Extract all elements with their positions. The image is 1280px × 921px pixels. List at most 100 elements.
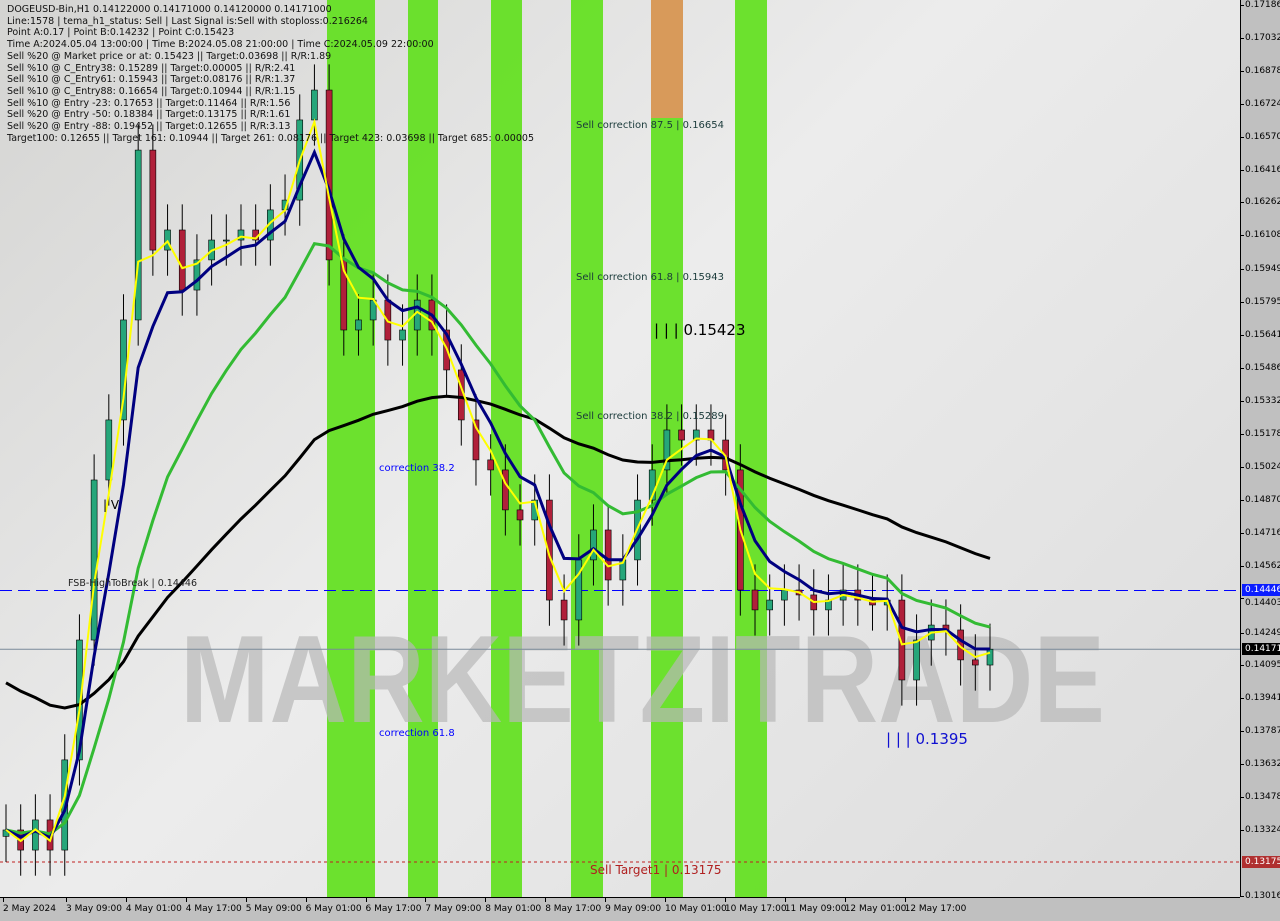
info-line: Sell %20 @ Entry -88: 0.19452 || Target:… xyxy=(7,121,291,133)
price-tick-label: 0.16878 xyxy=(1239,66,1280,76)
time-tick-label: 10 May 01:00 xyxy=(665,898,727,914)
candle-body xyxy=(751,589,759,611)
price-tick-label: 0.15024 xyxy=(1239,462,1280,472)
candle-body xyxy=(972,659,979,666)
price-tick-label: 0.17186 xyxy=(1239,0,1280,10)
price-tick-label: 0.13632 xyxy=(1239,759,1280,769)
candle-body xyxy=(222,239,230,242)
price-tick-label: 0.13941 xyxy=(1239,693,1280,703)
info-line: Target100: 0.12655 || Target 161: 0.1094… xyxy=(7,132,534,144)
price-tick-label: 0.14716 xyxy=(1239,528,1280,538)
price-axis[interactable]: 0.17186 0.17032 0.16878 0.16724 0.16570 0.164… xyxy=(1239,0,1280,901)
candle-body xyxy=(325,89,333,261)
chart-plot-area[interactable]: MARKETZITRADE DOGEUSD-Bin,H1 0.14122000 … xyxy=(0,0,1240,897)
candle-body xyxy=(76,639,83,761)
candle-body xyxy=(237,229,245,241)
candle-body xyxy=(355,319,362,331)
info-line: Sell %10 @ C_Entry88: 0.16654 || Target:… xyxy=(7,85,296,97)
price-tick-label: 0.14249 xyxy=(1239,628,1280,638)
candle-body xyxy=(678,429,685,441)
time-tick-label: 2 May 2024 xyxy=(3,898,56,914)
price-tick-label: 0.13478 xyxy=(1239,792,1280,802)
candle-body xyxy=(90,479,98,641)
time-zone-band-top xyxy=(651,0,683,118)
fsb-label: FSB-HighToBreak | 0.14446 xyxy=(68,578,198,589)
correction-618-label: correction 61.8 xyxy=(379,728,455,739)
price-tick-label: 0.15486 xyxy=(1239,363,1280,373)
time-tick-label: 8 May 17:00 xyxy=(545,898,602,914)
ma-long-line xyxy=(5,394,991,710)
sell-target-price-badge: 0.13175 xyxy=(1242,856,1280,869)
candle-body xyxy=(692,429,700,441)
correction-382-label: correction 38.2 xyxy=(379,463,455,474)
time-zone-band xyxy=(491,0,522,897)
candle-body xyxy=(560,599,568,621)
price-tick-label: 0.14562 xyxy=(1239,561,1280,571)
ma-slow-line xyxy=(5,241,991,836)
candle-body xyxy=(32,819,39,851)
info-line: Sell %10 @ C_Entry61: 0.15943 || Target:… xyxy=(7,74,296,86)
candle-body xyxy=(399,329,406,341)
price-tick-label: 0.15332 xyxy=(1239,396,1280,406)
ma-fast-line xyxy=(5,118,991,843)
time-tick-label: 3 May 09:00 xyxy=(66,898,122,914)
time-zone-band xyxy=(735,0,767,897)
candle-body xyxy=(472,419,480,461)
candle-body xyxy=(546,499,553,601)
price-tick-label: 0.15178 xyxy=(1239,429,1280,439)
time-tick-label: 4 May 17:00 xyxy=(185,898,242,914)
current-price-badge: 0.14171 xyxy=(1242,643,1280,656)
indicator-info-panel: DOGEUSD-Bin,H1 0.14122000 0.14171000 0.1… xyxy=(7,4,534,144)
symbol-ohlc: DOGEUSD-Bin,H1 0.14122000 0.14171000 0.1… xyxy=(7,4,332,15)
price-tick-label: 0.14870 xyxy=(1239,495,1280,505)
price-tick-label: 0.16570 xyxy=(1239,132,1280,142)
candle-body xyxy=(134,149,142,321)
time-tick-label: 6 May 17:00 xyxy=(365,898,422,914)
info-line: Sell %10 @ Entry -23: 0.17653 || Target:… xyxy=(7,97,291,109)
price-tick-label: 0.15949 xyxy=(1239,264,1280,274)
price-chart: MARKETZITRADE xyxy=(0,0,1240,897)
candle-body xyxy=(487,459,494,471)
price-tick-label: 0.16262 xyxy=(1239,197,1280,207)
fsb-price-badge: 0.14446 xyxy=(1242,584,1280,597)
candle-body xyxy=(648,469,656,501)
price-tick-label: 0.17032 xyxy=(1239,33,1280,43)
candle-body xyxy=(516,509,524,521)
sell-correction-875-label: Sell correction 87.5 | 0.16654 xyxy=(576,120,725,131)
candle-body xyxy=(898,599,906,681)
info-line: Sell %10 @ C_Entry38: 0.15289 || Target:… xyxy=(7,62,296,74)
candle-body xyxy=(105,419,113,481)
candle-body xyxy=(604,529,612,581)
price-tick-label: 0.13324 xyxy=(1239,825,1280,835)
time-tick-label: 12 May 01:00 xyxy=(844,898,907,914)
candle-body xyxy=(178,229,186,291)
time-tick-label: 9 May 09:00 xyxy=(605,898,662,914)
price-tick-label: 0.16724 xyxy=(1239,99,1280,109)
time-zone-band xyxy=(571,0,603,897)
info-line: Time A:2024.05.04 13:00:00 | Time B:2024… xyxy=(7,39,434,51)
wave-iv-label: | V xyxy=(103,498,120,512)
info-line: Point A:0.17 | Point B:0.14232 | Point C… xyxy=(7,27,235,39)
price-tick-label: 0.15641 xyxy=(1239,330,1280,340)
price-tick-label: 0.15795 xyxy=(1239,297,1280,307)
time-tick-label: 11 May 09:00 xyxy=(784,898,847,914)
info-line: Sell %20 @ Entry -50: 0.18384 || Target:… xyxy=(7,109,291,121)
candle-body xyxy=(781,589,788,601)
price-tick-label: 0.13016 xyxy=(1239,891,1280,901)
candle-body xyxy=(590,529,597,561)
candle-body xyxy=(986,648,994,666)
candle-body xyxy=(502,469,509,511)
time-axis[interactable]: 2 May 2024 3 May 09:00 4 May 01:00 4 May 17… xyxy=(0,897,1240,921)
time-zone-band xyxy=(327,0,375,897)
sell-target1-label: Sell Target1 | 0.13175 xyxy=(590,863,722,877)
watermark: MARKETZITRADE xyxy=(180,611,1105,749)
time-zone-band xyxy=(408,0,438,897)
candle-body xyxy=(193,259,201,291)
price-tick-label: 0.16416 xyxy=(1239,165,1280,175)
time-tick-label: 7 May 09:00 xyxy=(425,898,482,914)
time-tick-label: 6 May 01:00 xyxy=(305,898,362,914)
sell-correction-382-label: Sell correction 38.2 | 0.15289 xyxy=(576,411,725,422)
price-tick-label: 0.13787 xyxy=(1239,726,1280,736)
info-line: Sell %20 @ Market price or at: 0.15423 |… xyxy=(7,50,332,62)
time-tick-label: 10 May 17:00 xyxy=(724,898,787,914)
